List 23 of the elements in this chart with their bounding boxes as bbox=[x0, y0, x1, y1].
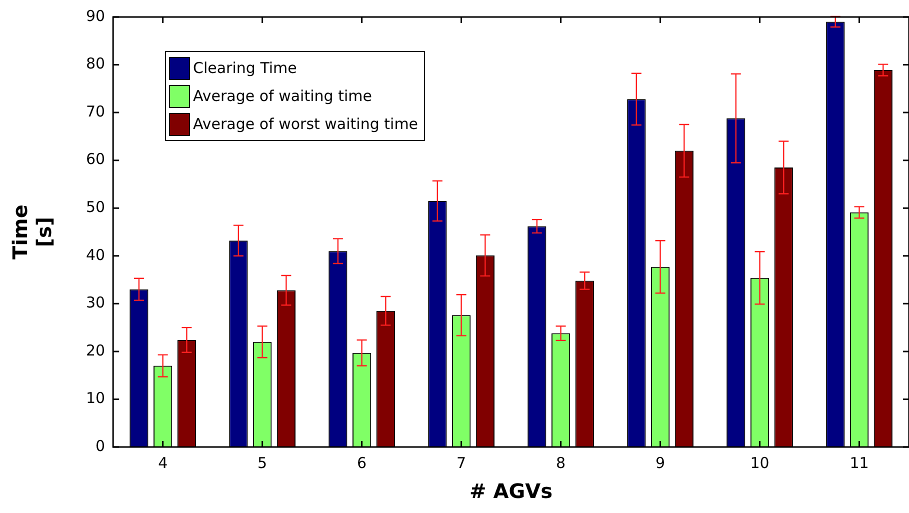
y-tick-label: 70 bbox=[86, 102, 106, 120]
x-tick-label: 10 bbox=[750, 454, 770, 472]
y-tick-label: 80 bbox=[86, 54, 106, 73]
y-tick-label: 40 bbox=[86, 246, 106, 264]
x-tick-label: 5 bbox=[258, 454, 268, 472]
x-tick-label: 8 bbox=[556, 454, 566, 472]
x-tick-label: 9 bbox=[656, 454, 666, 472]
x-tick-label: 6 bbox=[357, 454, 367, 472]
y-tick-label: 30 bbox=[86, 294, 106, 312]
y-tick-label: 20 bbox=[86, 341, 106, 360]
y-tick-label: 10 bbox=[86, 389, 106, 408]
x-tick-label: 4 bbox=[158, 454, 168, 472]
legend-label: Clearing Time bbox=[193, 59, 297, 77]
y-tick-label: 50 bbox=[86, 198, 106, 216]
legend-label: Average of waiting time bbox=[193, 87, 372, 105]
y-tick-label: 90 bbox=[86, 6, 106, 25]
legend-label: Average of worst waiting time bbox=[193, 115, 418, 133]
x-tick-label: 7 bbox=[456, 454, 466, 472]
y-tick-label: 60 bbox=[86, 150, 106, 168]
x-tick-label: 11 bbox=[850, 454, 869, 472]
y-tick-label: 0 bbox=[96, 436, 106, 455]
x-axis-title: # AGVs bbox=[470, 479, 553, 504]
y-axis-title: Time [s] bbox=[8, 204, 56, 260]
